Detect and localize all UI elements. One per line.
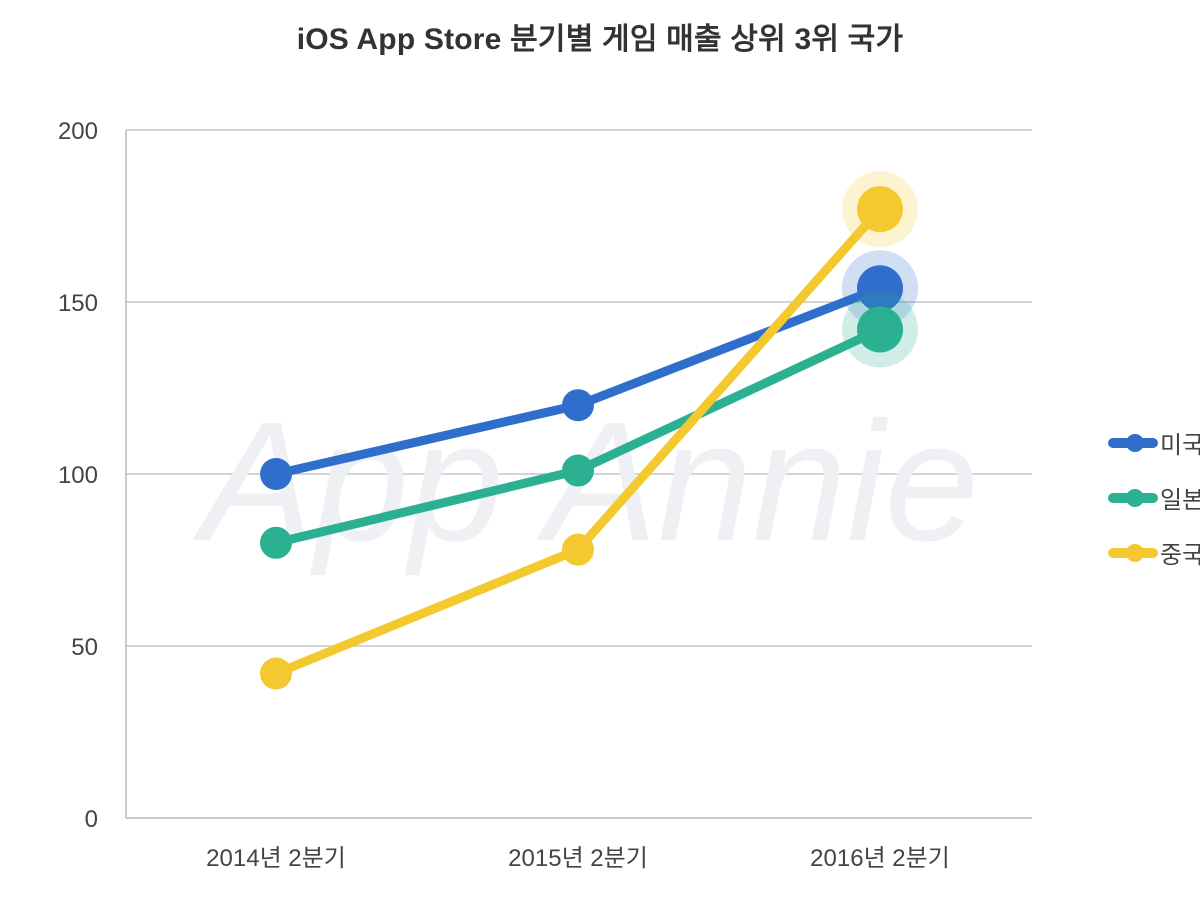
legend-dot-icon	[1126, 543, 1144, 562]
data-point[interactable]	[562, 389, 594, 422]
y-tick-label: 100	[58, 462, 98, 489]
data-point[interactable]	[562, 454, 594, 487]
legend-dot-icon	[1126, 433, 1144, 452]
data-point[interactable]	[260, 526, 292, 559]
y-tick-label: 50	[71, 634, 98, 661]
data-point[interactable]	[260, 458, 292, 490]
legend-label: 중국	[1160, 542, 1200, 569]
data-point[interactable]	[562, 533, 594, 566]
data-point[interactable]	[857, 306, 903, 353]
x-tick-label: 2015년 2분기	[508, 845, 648, 872]
data-point[interactable]	[857, 265, 903, 312]
y-axis-ticks: 0 50 100 150 200	[58, 118, 98, 833]
data-point[interactable]	[857, 186, 903, 233]
legend-line-marker-icon	[1108, 433, 1158, 452]
legend-dot-icon	[1126, 488, 1144, 507]
y-tick-label: 0	[85, 806, 98, 833]
x-tick-label: 2014년 2분기	[206, 845, 346, 872]
y-tick-label: 150	[58, 290, 98, 317]
legend-item[interactable]: 미국	[1108, 415, 1200, 470]
series-lines	[260, 171, 918, 690]
series-일본	[260, 291, 918, 559]
legend-label: 미국	[1160, 432, 1200, 459]
y-tick-label: 200	[58, 118, 98, 145]
legend-line-marker-icon	[1108, 543, 1158, 562]
data-point[interactable]	[260, 657, 292, 690]
chart-title: iOS App Store 분기별 게임 매출 상위 3위 국가	[296, 23, 904, 56]
legend-label: 일본	[1160, 487, 1200, 514]
legend-item[interactable]: 중국	[1108, 525, 1200, 580]
series-중국	[260, 171, 918, 690]
legend-item[interactable]: 일본	[1108, 470, 1200, 525]
x-axis-ticks: 2014년 2분기 2015년 2분기 2016년 2분기	[206, 845, 950, 872]
x-tick-label: 2016년 2분기	[810, 845, 950, 872]
legend-line-marker-icon	[1108, 488, 1158, 507]
